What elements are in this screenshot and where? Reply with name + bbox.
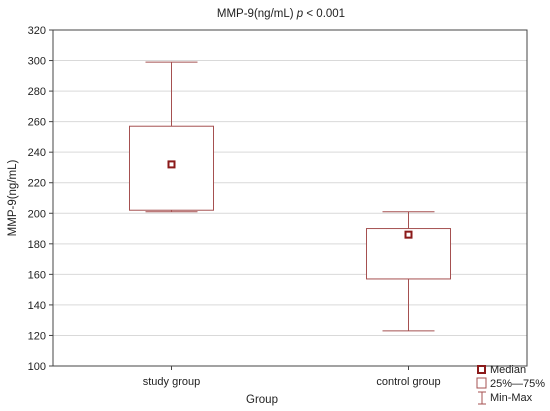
- y-axis-label: MMP-9(ng/mL): [7, 159, 19, 236]
- y-tick-label: 280: [28, 86, 46, 98]
- y-tick-label: 100: [28, 361, 46, 373]
- x-axis-ticks: study group control group: [143, 366, 441, 388]
- legend-box-label: 25%—75%: [490, 378, 545, 390]
- grid-lines: [53, 60, 527, 336]
- legend-median-label: Median: [490, 364, 526, 376]
- median-marker: [404, 230, 413, 239]
- box-control-group: [366, 211, 451, 332]
- y-tick-label: 200: [28, 208, 46, 220]
- x-tick-label: control group: [376, 376, 440, 388]
- y-tick-label: 240: [28, 147, 46, 159]
- y-tick-label: 180: [28, 239, 46, 251]
- y-tick-label: 300: [28, 56, 46, 68]
- y-tick-label: 120: [28, 330, 46, 342]
- box-series: [129, 61, 451, 332]
- x-tick-label: study group: [143, 376, 200, 388]
- legend-minmax-label: Min-Max: [490, 392, 533, 404]
- chart-title: MMP-9(ng/mL) p < 0.001: [217, 8, 345, 20]
- x-axis-label: Group: [246, 394, 278, 406]
- y-tick-label: 140: [28, 300, 46, 312]
- y-tick-label: 220: [28, 178, 46, 190]
- y-axis-ticks: 100 120 140 160 180 200 220 240 260 280 300 320: [28, 25, 53, 373]
- legend-whisker-marker: [478, 391, 486, 405]
- legend: Median 25%—75% Min-Max: [476, 364, 545, 405]
- plot-area-frame: [52, 29, 528, 367]
- y-tick-label: 260: [28, 117, 46, 129]
- legend-box-marker: [476, 377, 487, 389]
- box-study-group: [129, 61, 214, 213]
- y-tick-label: 320: [28, 25, 46, 37]
- legend-median-marker: [477, 365, 486, 374]
- median-marker: [167, 160, 176, 169]
- y-tick-label: 160: [28, 269, 46, 281]
